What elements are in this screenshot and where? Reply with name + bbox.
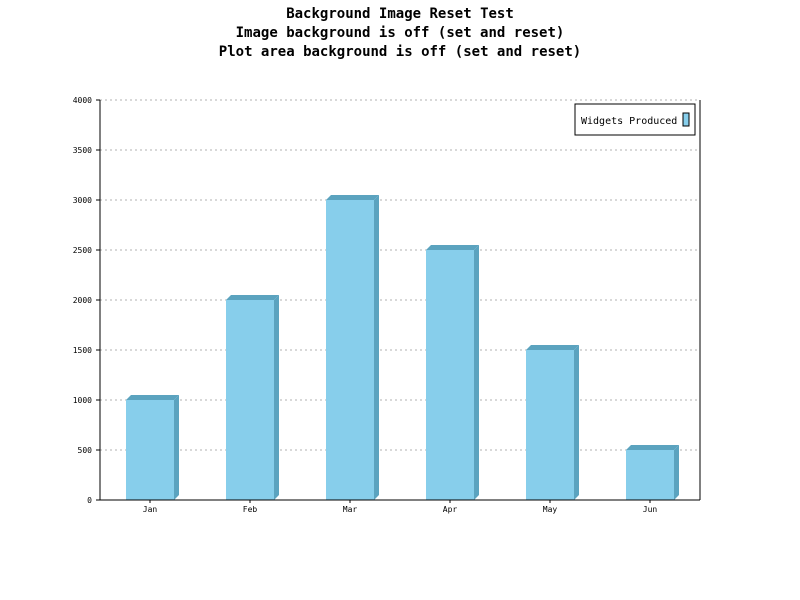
- chart-subtitle-1: Image background is off (set and reset): [236, 25, 565, 41]
- gridlines: [100, 99, 700, 451]
- chart-subtitle-2: Plot area background is off (set and res…: [219, 44, 581, 60]
- bar-side: [374, 195, 379, 500]
- x-tick-label: May: [543, 505, 558, 514]
- legend-label: Widgets Produced: [581, 116, 677, 127]
- y-tick-label: 2000: [73, 296, 92, 305]
- bar-top: [526, 345, 579, 350]
- x-tick-label: Jan: [143, 505, 158, 514]
- bar-top: [226, 295, 279, 300]
- bar-side: [274, 295, 279, 500]
- y-tick-label: 1000: [73, 396, 92, 405]
- bar: [426, 250, 474, 500]
- bar: [226, 300, 274, 500]
- y-tick-label: 3500: [73, 146, 92, 155]
- bars: [126, 195, 679, 500]
- bar-side: [674, 445, 679, 500]
- y-tick-label: 1500: [73, 346, 92, 355]
- bar: [126, 400, 174, 500]
- legend-box: [574, 103, 696, 136]
- bar: [326, 200, 374, 500]
- y-tick-label: 0: [87, 496, 92, 505]
- bar-top: [426, 245, 479, 250]
- legend-swatch: [682, 112, 690, 127]
- bar-side: [174, 395, 179, 500]
- chart-title: Background Image Reset Test: [286, 6, 514, 22]
- bar: [626, 450, 674, 500]
- y-tick-label: 2500: [73, 246, 92, 255]
- y-tick-label: 4000: [73, 96, 92, 105]
- y-tick-label: 3000: [73, 196, 92, 205]
- legend: Widgets Produced: [574, 103, 696, 136]
- bar: [526, 350, 574, 500]
- x-tick-label: Feb: [243, 505, 258, 514]
- x-tick-label: Mar: [343, 505, 358, 514]
- x-tick-label: Apr: [443, 505, 458, 514]
- bar-top: [626, 445, 679, 450]
- axes: 0 500 1000 1500 2000 2500 3000 3500 4000 Jan Feb Ma…: [73, 96, 701, 514]
- bar-side: [574, 345, 579, 500]
- bar-side: [474, 245, 479, 500]
- bar-top: [326, 195, 379, 200]
- y-tick-label: 500: [78, 446, 93, 455]
- x-tick-label: Jun: [643, 505, 658, 514]
- bar-top: [126, 395, 179, 400]
